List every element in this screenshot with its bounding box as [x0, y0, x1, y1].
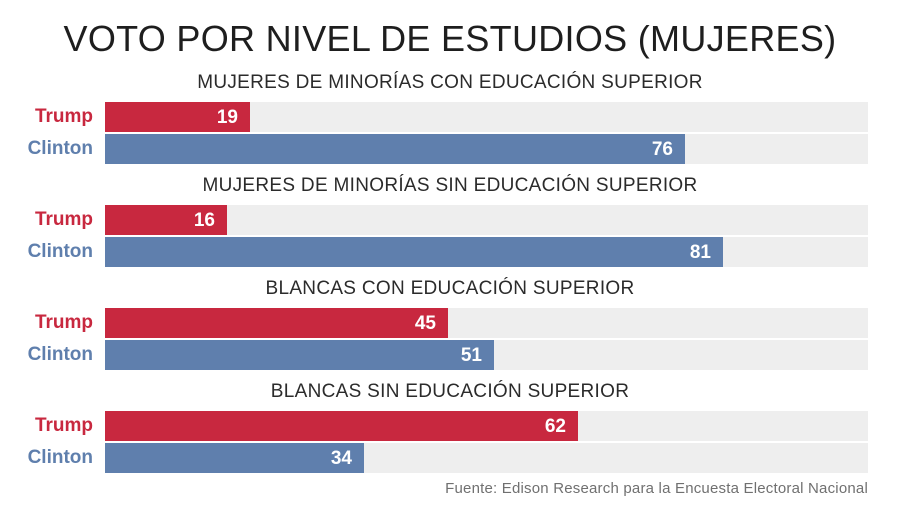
bar-trump	[105, 102, 250, 132]
bar-track: 34	[105, 443, 868, 473]
bar-value-label: 51	[460, 345, 482, 366]
bar-value-label: 76	[651, 139, 673, 160]
bar-track: 16	[105, 205, 868, 235]
bar-value-label: 81	[689, 242, 711, 263]
bar-track: 81	[105, 237, 868, 267]
bar-track: 45	[105, 308, 868, 338]
candidate-label: Trump	[34, 106, 93, 127]
bar-track: 51	[105, 340, 868, 370]
bar-track: 62	[105, 411, 868, 441]
bar-value-label: 62	[544, 416, 566, 437]
bar-clinton	[105, 443, 364, 473]
bar-clinton	[105, 237, 723, 267]
bar-value-label: 19	[216, 107, 238, 128]
candidate-label: Trump	[34, 209, 93, 230]
candidate-label: Clinton	[27, 241, 93, 262]
bar-trump	[105, 205, 227, 235]
group-title: MUJERES DE MINORÍAS CON EDUCACIÓN SUPERI…	[197, 72, 703, 93]
bar-track: 76	[105, 134, 868, 164]
chart-title: VOTO POR NIVEL DE ESTUDIOS (MUJERES)	[63, 18, 837, 59]
candidate-label: Clinton	[27, 344, 93, 365]
bar-value-label: 16	[193, 210, 215, 231]
source-note: Fuente: Edison Research para la Encuesta…	[445, 480, 868, 497]
bar-clinton	[105, 340, 494, 370]
candidate-label: Trump	[34, 415, 93, 436]
bar-trump	[105, 308, 448, 338]
bar-value-label: 45	[414, 313, 436, 334]
candidate-label: Trump	[34, 312, 93, 333]
candidate-label: Clinton	[27, 447, 93, 468]
group-title: MUJERES DE MINORÍAS SIN EDUCACIÓN SUPERI…	[202, 175, 698, 196]
bar-trump	[105, 411, 578, 441]
bar-track: 19	[105, 102, 868, 132]
bar-clinton	[105, 134, 685, 164]
bar-value-label: 34	[330, 448, 352, 469]
group-title: BLANCAS CON EDUCACIÓN SUPERIOR	[265, 278, 635, 299]
group-title: BLANCAS SIN EDUCACIÓN SUPERIOR	[270, 381, 630, 402]
candidate-label: Clinton	[27, 138, 93, 159]
